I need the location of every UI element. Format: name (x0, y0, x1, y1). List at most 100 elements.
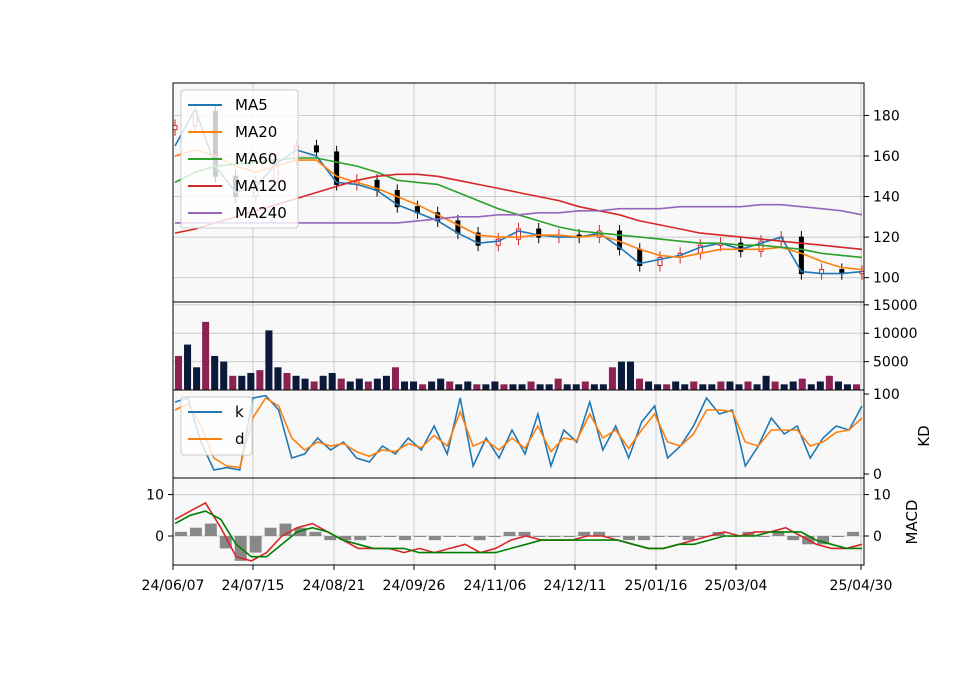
volume-bar (319, 375, 327, 390)
candle-body (475, 232, 481, 246)
volume-bar (446, 381, 454, 390)
volume-bar (229, 375, 237, 390)
volume-bar (735, 384, 743, 390)
volume-y-tick-label: 5000 (873, 355, 909, 371)
volume-bar (346, 381, 354, 390)
volume-bar (798, 378, 806, 390)
legend-label-ma120: MA120 (235, 177, 287, 195)
volume-bar (590, 384, 598, 390)
kd-series-line-d (174, 396, 863, 469)
panel-frame-macd (172, 477, 865, 566)
x-tick-label: 24/09/26 (383, 578, 446, 594)
macd-histogram-bar (458, 536, 471, 537)
price-y-tick-label: 160 (873, 149, 900, 165)
kd-y-tick-label: 0 (873, 467, 882, 483)
macd-y-tick-label-left: 0 (155, 529, 164, 545)
volume-bar (708, 384, 716, 390)
macd-histogram-bar (324, 536, 337, 541)
volume-bar (355, 378, 363, 390)
volume-bar (428, 381, 436, 390)
volume-bar (184, 344, 192, 390)
volume-bar (717, 381, 725, 390)
x-tick-label: 24/08/21 (303, 578, 366, 594)
macd-histogram-bar (384, 536, 397, 537)
price-y-tick-label: 100 (873, 271, 900, 287)
volume-bar (726, 381, 734, 390)
volume-bar (238, 375, 246, 390)
kd-y-tick-label: 100 (873, 387, 900, 403)
volume-bar (473, 384, 481, 390)
volume-bar (744, 381, 752, 390)
volume-bar (617, 361, 625, 390)
macd-histogram-bar (832, 536, 845, 537)
macd-histogram-bar (503, 531, 516, 536)
volume-bar (527, 381, 535, 390)
volume-bar (563, 384, 571, 390)
volume-bar (581, 381, 589, 390)
macd-histogram-bar (847, 531, 859, 536)
price-y-tick-label: 140 (873, 190, 900, 206)
macd-histogram-bar (578, 531, 591, 536)
volume-bar (419, 384, 427, 390)
macd-histogram-bar (608, 536, 621, 537)
volume-bar (455, 384, 463, 390)
volume-bar (283, 372, 291, 390)
x-tick-label: 24/12/11 (544, 578, 607, 594)
macd-y-tick-label-left: 10 (146, 488, 164, 504)
volume-bar (301, 378, 309, 390)
kd-series-line-k (174, 394, 863, 471)
volume-bar (762, 375, 770, 390)
volume-bar (437, 378, 445, 390)
macd-line (174, 501, 863, 562)
volume-bar (247, 372, 255, 390)
macd-histogram-bar (533, 536, 546, 537)
macd-histogram-bar (175, 531, 187, 536)
volume-bar (211, 355, 219, 390)
x-tick-label: 24/07/15 (222, 578, 285, 594)
panel-background-macd (173, 478, 864, 565)
macd-histogram-bar (473, 536, 486, 541)
x-tick-label: 25/04/30 (830, 578, 893, 594)
volume-bar (373, 378, 381, 390)
candle-body (455, 220, 461, 234)
volume-bar (491, 381, 499, 390)
volume-bar (518, 384, 526, 390)
volume-bar (382, 375, 390, 390)
macd-histogram-bar (339, 536, 352, 541)
macd-histogram-bar (204, 523, 217, 536)
macd-histogram-bar (399, 536, 411, 541)
volume-bar (608, 367, 616, 390)
macd-histogram-bar (309, 531, 322, 536)
macd-histogram-bar (652, 536, 665, 537)
volume-bar (816, 381, 824, 390)
x-tick-label: 24/11/06 (464, 578, 527, 594)
macd-histogram-bar (443, 536, 456, 537)
volume-bar (274, 367, 282, 390)
volume-bar (202, 321, 210, 390)
volume-bar (626, 361, 635, 390)
volume-bar (672, 381, 680, 390)
volume-bar (780, 384, 788, 390)
macd-histogram-bar (817, 536, 830, 545)
volume-bar (364, 381, 372, 390)
legend-label-ma240: MA240 (235, 204, 287, 222)
volume-bar (825, 375, 833, 390)
macd-histogram-bar (697, 536, 710, 537)
volume-bar (843, 384, 851, 390)
volume-bar (807, 384, 815, 390)
volume-bar (645, 381, 653, 390)
x-tick-label: 25/03/04 (705, 578, 768, 594)
kd-axis-label: KD (915, 425, 933, 446)
macd-histogram-bar (548, 536, 561, 537)
macd-y-tick-label-right: 10 (873, 488, 891, 504)
macd-histogram-bar (369, 536, 382, 537)
macd-histogram-bar (294, 527, 307, 536)
macd-signal-line (174, 510, 862, 558)
volume-bar (482, 384, 490, 390)
volume-bar (699, 384, 707, 390)
macd-histogram-bar (787, 536, 800, 541)
candle-body (394, 189, 400, 208)
x-tick-label: 24/06/07 (142, 578, 205, 594)
